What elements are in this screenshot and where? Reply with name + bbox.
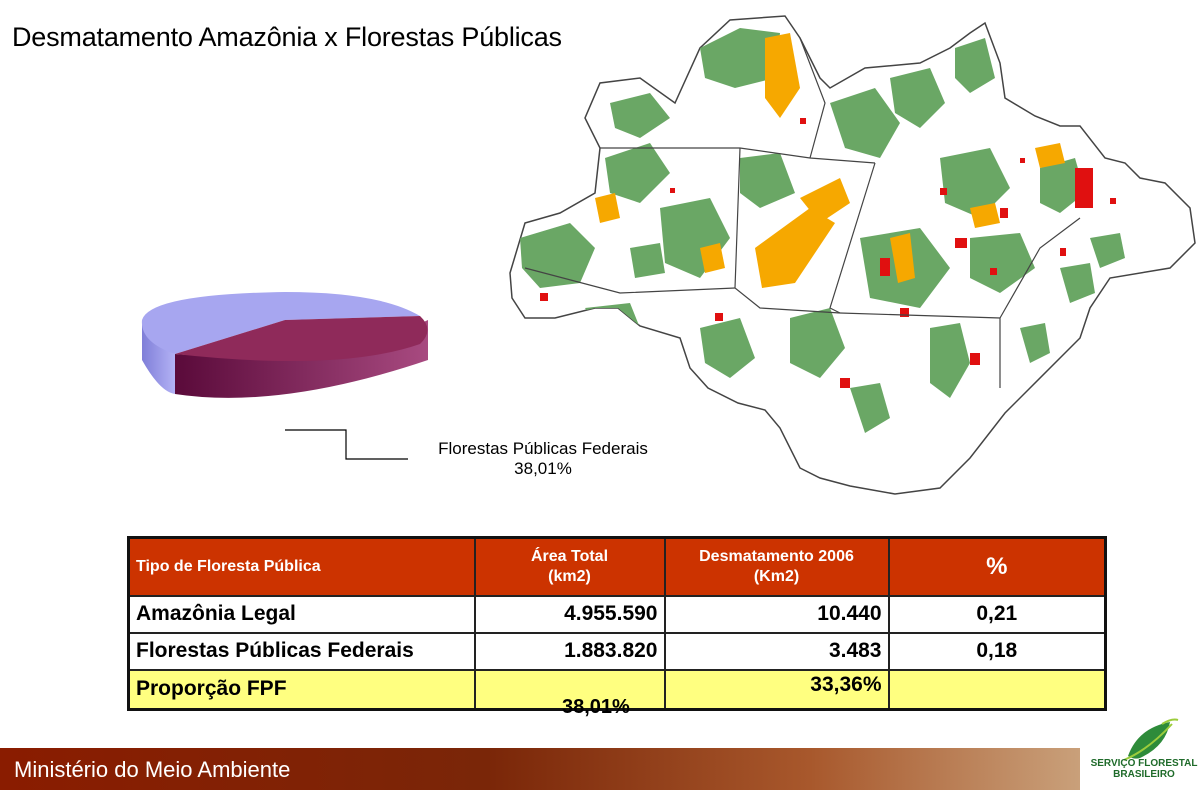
cell-pct: 0,18	[887, 631, 1107, 671]
table-row: Florestas Públicas Federais 1.883.820 3.…	[127, 631, 1107, 671]
cell-tipo: Proporção FPF	[127, 668, 476, 711]
data-table: Tipo de Floresta Pública Área Total (km2…	[127, 536, 1107, 711]
pie-leader-line	[285, 429, 408, 460]
cell-area: 4.955.590	[473, 594, 666, 634]
logo-text: SERVIÇO FLORESTAL BRASILEIRO	[1090, 758, 1198, 780]
cell-tipo: Florestas Públicas Federais	[127, 631, 476, 671]
cell-area: 1.883.820	[473, 631, 666, 671]
table-header-row: Tipo de Floresta Pública Área Total (km2…	[127, 536, 1107, 597]
header-tipo: Tipo de Floresta Pública	[127, 536, 476, 597]
cell-area-empty	[473, 668, 666, 711]
proportion-area-value: 38,01%	[562, 696, 630, 718]
other-forest-areas	[595, 33, 1065, 288]
pie-slice-federal	[175, 316, 428, 362]
cell-desmatamento: 10.440	[663, 594, 890, 634]
public-forest-areas	[520, 28, 1125, 433]
cell-desmatamento: 33,36%	[663, 668, 890, 711]
pie-label-value: 38,01%	[514, 459, 572, 478]
cell-tipo: Amazônia Legal	[127, 594, 476, 634]
header-area: Área Total (km2)	[473, 536, 666, 597]
cell-pct: 0,21	[887, 594, 1107, 634]
pie-chart	[141, 292, 428, 398]
header-desmatamento: Desmatamento 2006 (Km2)	[663, 536, 890, 597]
table-row: Amazônia Legal 4.955.590 10.440 0,21	[127, 594, 1107, 634]
slide-title: Desmatamento Amazônia x Florestas Públic…	[12, 22, 562, 52]
amazon-map	[509, 15, 1196, 495]
table-row-proportion: Proporção FPF 33,36%	[127, 668, 1107, 711]
state-borders	[524, 37, 1081, 388]
map-outline	[509, 15, 1196, 495]
cell-desmatamento: 3.483	[663, 631, 890, 671]
footer-text: Ministério do Meio Ambiente	[14, 757, 291, 782]
leaf-icon	[1123, 718, 1179, 761]
header-pct: %	[887, 536, 1107, 597]
pie-slice-other	[141, 292, 420, 354]
pie-label-name: Florestas Públicas Federais	[438, 439, 648, 458]
cell-pct-empty	[887, 668, 1107, 711]
footer-bar: Ministério do Meio Ambiente	[0, 748, 1080, 790]
pie-label: Florestas Públicas Federais 38,01%	[418, 439, 668, 479]
